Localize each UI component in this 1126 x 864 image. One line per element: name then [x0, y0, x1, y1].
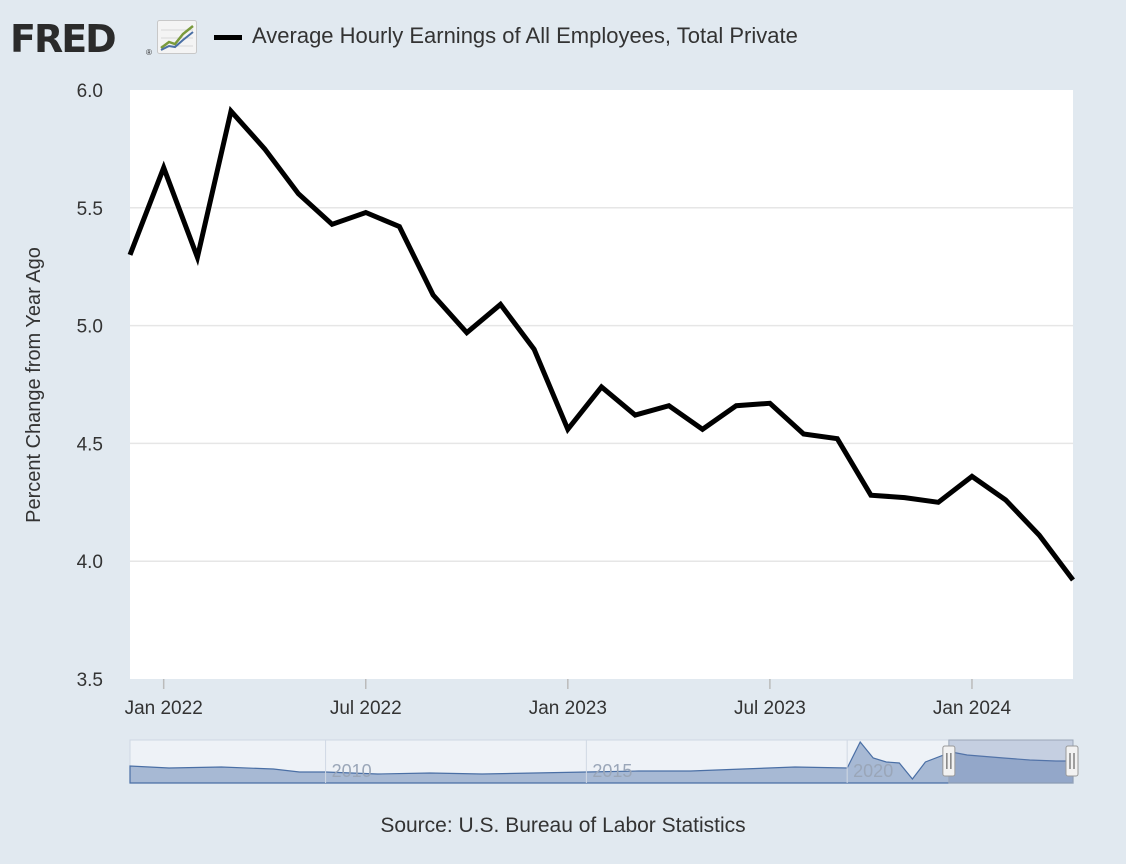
chart-area[interactable]: 3.54.04.55.05.56.0 Jan 2022 Jul 2022 Jan 2…	[0, 0, 1126, 800]
legend-swatch	[214, 35, 242, 40]
source-note: Source: U.S. Bureau of Labor Statistics	[380, 814, 746, 837]
y-tick-label: 4.0	[77, 552, 103, 573]
x-axis-ticks: Jan 2022 Jul 2022 Jan 2023 Jul 2023 Jan 2024	[125, 679, 1012, 719]
series-line[interactable]	[127, 105, 1075, 582]
range-navigator[interactable]: 2010 2015 2020	[129, 739, 1079, 784]
y-tick-label: 4.5	[77, 434, 103, 455]
y-tick-label: 5.5	[77, 199, 103, 220]
y-tick-label: 3.5	[77, 670, 103, 691]
navigator-year-label: 2015	[592, 761, 632, 781]
navigator-year-label: 2020	[853, 761, 893, 781]
grip-handle-icon[interactable]	[1065, 745, 1079, 777]
y-tick-label: 5.0	[77, 317, 103, 338]
navigator-series	[129, 740, 1074, 784]
legend-label[interactable]: Average Hourly Earnings of All Employees…	[252, 23, 798, 48]
fred-logo[interactable]: FRED	[10, 17, 117, 61]
gridlines	[130, 207, 1073, 562]
x-tick-label: Jan 2022	[125, 698, 203, 719]
x-tick-label: Jan 2024	[933, 698, 1012, 719]
y-axis-ticks: 3.5 4.0 4.5 5.0 5.5 6.0	[77, 81, 103, 691]
chart-header: FRED ® Average Hourly Earnings of All Em…	[0, 0, 1126, 80]
y-axis-label: Percent Change from Year Ago	[23, 247, 45, 523]
line-chart-icon	[157, 20, 197, 54]
y-tick-label: 6.0	[77, 81, 103, 102]
x-tick-label: Jul 2023	[734, 698, 806, 719]
x-tick-label: Jan 2023	[529, 698, 607, 719]
navigator-year-label: 2010	[332, 761, 372, 781]
grip-handle-icon[interactable]	[942, 745, 956, 777]
navigator-selection[interactable]	[948, 739, 1074, 784]
fred-registered-mark: ®	[146, 48, 152, 57]
x-tick-label: Jul 2022	[330, 698, 402, 719]
